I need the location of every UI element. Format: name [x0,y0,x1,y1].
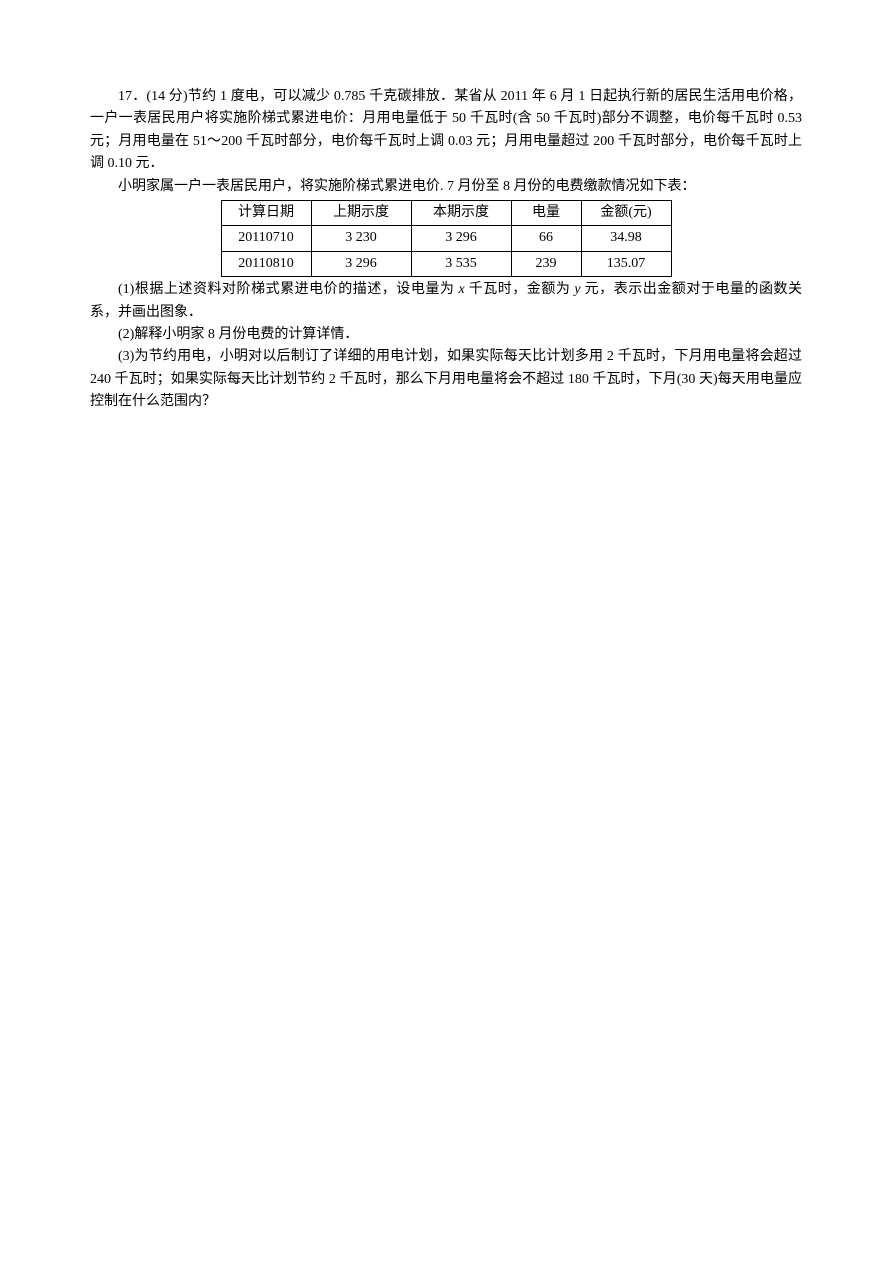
cell-date: 20110710 [221,226,311,251]
header-amount: 电量 [511,200,581,225]
cell-money: 34.98 [581,226,671,251]
cell-money: 135.07 [581,251,671,276]
cell-amount: 239 [511,251,581,276]
cell-curr: 3 296 [411,226,511,251]
question-2: (2)解释小明家 8 月份电费的计算详情． [90,324,802,346]
question-3: (3)为节约用电，小明对以后制订了详细的用电计划，如果实际每天比计划多用 2 千… [90,346,802,413]
table-row: 20110710 3 230 3 296 66 34.98 [221,226,671,251]
problem-intro-paragraph: 17．(14 分)节约 1 度电，可以减少 0.785 千克碳排放．某省从 20… [90,86,802,176]
cell-amount: 66 [511,226,581,251]
cell-date: 20110810 [221,251,311,276]
table-intro-paragraph: 小明家属一户一表居民用户，将实施阶梯式累进电价. 7 月份至 8 月份的电费缴款… [90,176,802,198]
cell-curr: 3 535 [411,251,511,276]
cell-prev: 3 230 [311,226,411,251]
table-header-row: 计算日期 上期示度 本期示度 电量 金额(元) [221,200,671,225]
table-row: 20110810 3 296 3 535 239 135.07 [221,251,671,276]
billing-table: 计算日期 上期示度 本期示度 电量 金额(元) 20110710 3 230 3… [221,200,672,277]
header-curr-reading: 本期示度 [411,200,511,225]
question-1: (1)根据上述资料对阶梯式累进电价的描述，设电量为 x 千瓦时，金额为 y 元，… [90,279,802,324]
header-money: 金额(元) [581,200,671,225]
header-date: 计算日期 [221,200,311,225]
q1-text-b: 千瓦时，金额为 [465,282,575,297]
header-prev-reading: 上期示度 [311,200,411,225]
billing-table-container: 计算日期 上期示度 本期示度 电量 金额(元) 20110710 3 230 3… [90,200,802,277]
q1-text-a: (1)根据上述资料对阶梯式累进电价的描述，设电量为 [118,282,458,297]
cell-prev: 3 296 [311,251,411,276]
